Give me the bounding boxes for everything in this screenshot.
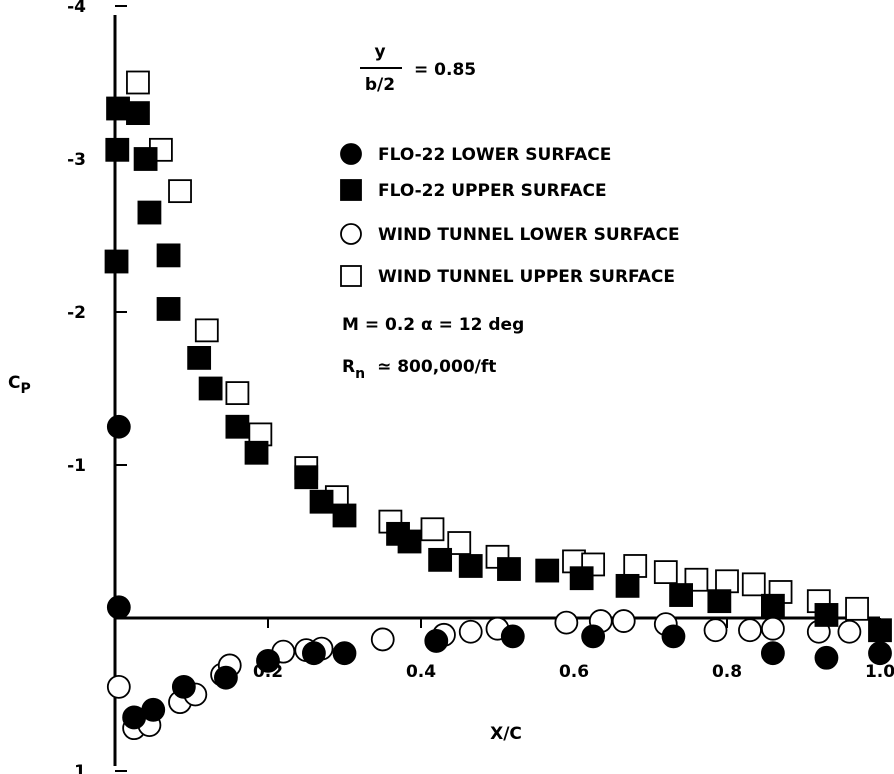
data-point-square-filled: [707, 589, 732, 614]
data-point-square-filled: [187, 345, 212, 370]
data-point-square-filled: [104, 249, 129, 274]
legend-label: FLO-22 LOWER SURFACE: [378, 145, 611, 165]
y-axis-title-sub: P: [20, 381, 30, 397]
x-tick-label: 1.0: [865, 662, 894, 682]
y-tick-label: -2: [67, 303, 86, 323]
data-point-square-open: [168, 179, 192, 204]
data-point-square-open: [715, 569, 739, 594]
data-points: [104, 70, 892, 741]
data-point-square-filled: [397, 529, 422, 554]
data-point-circle-open: [837, 619, 862, 644]
data-point-square-filled: [669, 583, 693, 607]
legend-marker-square-open: [340, 265, 362, 287]
reynolds-value: ≃ 800,000/ft: [377, 357, 496, 377]
data-point-circle-filled: [332, 641, 357, 666]
data-point-square-filled: [814, 603, 839, 627]
data-point-circle-open: [106, 674, 131, 699]
data-point-circle-filled: [106, 414, 131, 439]
data-point-circle-filled: [868, 641, 892, 666]
data-point-square-filled: [105, 137, 130, 162]
data-point-square-open: [126, 70, 150, 95]
data-point-square-filled: [126, 101, 150, 125]
data-point-circle-filled: [761, 641, 785, 666]
data-point-square-filled: [761, 593, 785, 618]
legend-marker-circle-open: [340, 223, 362, 245]
y-tick-label: -1: [67, 456, 86, 476]
data-point-square-open: [623, 554, 648, 578]
data-point-circle-open: [761, 616, 785, 641]
x-axis-title: X/C: [490, 724, 522, 744]
data-point-circle-open: [458, 619, 483, 644]
data-point-square-filled: [868, 618, 892, 643]
data-point-circle-filled: [424, 629, 449, 653]
fraction-value: = 0.85: [414, 60, 476, 80]
legend: FLO-22 LOWER SURFACE FLO-22 UPPER SURFACE…: [340, 143, 680, 287]
data-point-square-filled: [106, 96, 130, 121]
data-point-square-filled: [294, 465, 319, 490]
data-point-circle-filled: [106, 595, 131, 620]
data-point-square-filled: [535, 558, 560, 583]
reynolds-text: Rn ≃ 800,000/ft: [342, 357, 496, 382]
data-point-circle-filled: [661, 624, 686, 649]
data-point-square-filled: [156, 297, 181, 321]
y-tick-label: -4: [67, 0, 86, 17]
data-point-circle-open: [611, 609, 636, 633]
data-point-circle-open: [703, 618, 728, 643]
data-point-square-filled: [615, 573, 640, 598]
data-point-square-open: [447, 531, 472, 555]
x-tick-label: 0.4: [406, 662, 436, 682]
data-point-square-filled: [137, 200, 162, 225]
x-tick-label: 0.6: [559, 662, 589, 682]
data-point-square-filled: [133, 147, 158, 171]
data-point-square-filled: [198, 376, 223, 401]
ticks: 0.20.40.60.81.0-4-3-2-11: [67, 0, 894, 774]
y-axis-title: CP: [8, 373, 31, 397]
data-point-circle-open: [554, 610, 579, 635]
data-point-square-open: [420, 517, 445, 542]
data-point-square-open: [653, 560, 678, 584]
data-point-square-filled: [569, 566, 594, 591]
legend-marker-circle-filled: [340, 143, 362, 165]
y-tick-label: 1: [74, 762, 86, 774]
legend-label: FLO-22 UPPER SURFACE: [378, 181, 607, 201]
data-point-circle-filled: [581, 624, 606, 649]
data-point-square-open: [225, 381, 250, 405]
x-tick-label: 0.8: [712, 662, 742, 682]
y-tick-label: -3: [67, 150, 86, 170]
data-point-square-filled: [497, 557, 521, 581]
data-point-circle-open: [370, 627, 395, 652]
data-point-square-filled: [428, 547, 453, 572]
legend-marker-square-filled: [340, 179, 362, 201]
legend-label: WIND TUNNEL UPPER SURFACE: [378, 267, 675, 287]
reynolds-sub: n: [355, 366, 365, 382]
data-point-circle-filled: [141, 697, 166, 722]
data-point-square-open: [194, 318, 219, 343]
reynolds-main: R: [342, 357, 355, 377]
data-point-square-filled: [332, 503, 357, 528]
y-axis-title-main: C: [8, 373, 20, 393]
data-point-circle-filled: [256, 648, 280, 673]
data-point-square-open: [741, 572, 766, 597]
data-point-square-filled: [309, 489, 334, 514]
fraction-numerator: y: [374, 42, 385, 62]
data-point-circle-filled: [301, 641, 326, 666]
fraction-denominator: b/2: [365, 75, 395, 95]
annotation-block: y b/2 = 0.85 M = 0.2 α = 12 deg Rn ≃ 800,…: [342, 42, 524, 382]
data-point-circle-filled: [500, 624, 525, 649]
data-point-square-filled: [244, 440, 269, 465]
data-point-square-open: [845, 596, 869, 621]
data-point-circle-filled: [171, 674, 196, 699]
data-point-square-filled: [156, 243, 181, 268]
data-point-square-filled: [458, 554, 483, 578]
data-point-circle-filled: [214, 665, 238, 690]
data-point-circle-filled: [814, 645, 839, 670]
data-point-square-filled: [225, 414, 250, 439]
legend-label: WIND TUNNEL LOWER SURFACE: [378, 225, 680, 245]
data-point-circle-open: [738, 618, 762, 643]
mach-alpha-text: M = 0.2 α = 12 deg: [342, 315, 524, 335]
